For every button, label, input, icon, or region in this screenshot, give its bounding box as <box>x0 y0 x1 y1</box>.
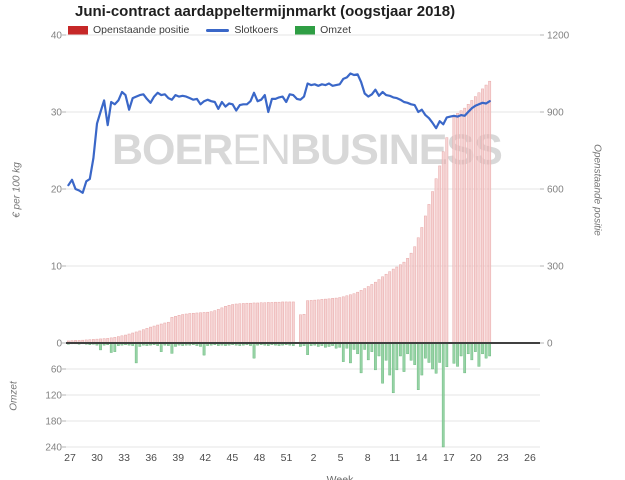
svg-text:51: 51 <box>281 452 293 464</box>
slotkoers-line <box>67 72 491 194</box>
svg-text:180: 180 <box>45 417 62 428</box>
legend-swatch-red <box>68 25 88 35</box>
svg-text:240: 240 <box>45 443 62 454</box>
svg-text:60: 60 <box>51 365 63 376</box>
svg-text:900: 900 <box>547 108 564 119</box>
openstaande-bars <box>67 80 492 344</box>
legend-item-slotkoers[interactable]: Slotkoers <box>206 24 278 36</box>
svg-text:30: 30 <box>51 108 63 119</box>
svg-text:40: 40 <box>51 31 63 42</box>
svg-text:20: 20 <box>51 185 63 196</box>
legend-label: Slotkoers <box>234 24 279 36</box>
svg-text:23: 23 <box>497 452 509 464</box>
x-axis-title: Week <box>326 474 354 480</box>
svg-text:8: 8 <box>365 452 371 464</box>
x-axis-labels: 27 30 33 36 39 42 45 48 51 2 5 8 11 14 17 20 23 26 <box>64 452 536 464</box>
legend: Openstaande positie Slotkoers Omzet <box>68 24 368 36</box>
svg-text:20: 20 <box>470 452 482 464</box>
legend-label: Omzet <box>320 24 352 36</box>
svg-text:11: 11 <box>389 452 400 464</box>
svg-text:1200: 1200 <box>547 31 570 42</box>
right-axis-labels: 0 300 600 900 1200 <box>547 31 570 350</box>
volume-axis-title: Omzet <box>8 381 20 411</box>
svg-text:30: 30 <box>91 452 103 464</box>
svg-text:0: 0 <box>547 339 553 350</box>
chart-title: Juni-contract aardappeltermijnmarkt (oog… <box>75 3 456 20</box>
right-axis-title: Openstaande positie <box>591 144 603 236</box>
svg-text:33: 33 <box>118 452 130 464</box>
svg-text:5: 5 <box>338 452 344 464</box>
svg-text:45: 45 <box>227 452 239 464</box>
legend-item-openstaande-positie[interactable]: Openstaande positie <box>68 24 189 36</box>
svg-text:10: 10 <box>51 262 63 273</box>
svg-text:120: 120 <box>45 391 62 402</box>
legend-swatch-green <box>295 25 316 35</box>
left-axis-labels: 0 10 20 30 40 <box>51 31 63 350</box>
svg-text:0: 0 <box>56 339 62 350</box>
legend-label: Openstaande positie <box>93 24 190 36</box>
svg-text:300: 300 <box>547 262 564 273</box>
svg-text:36: 36 <box>145 452 157 464</box>
svg-text:600: 600 <box>547 185 564 196</box>
volume-axis-labels: 60 120 180 240 <box>45 365 62 454</box>
svg-text:2: 2 <box>311 452 317 464</box>
legend-item-omzet[interactable]: Omzet <box>295 24 351 36</box>
legend-swatch-blue-line <box>206 28 230 32</box>
svg-text:27: 27 <box>64 452 76 464</box>
svg-text:39: 39 <box>172 452 184 464</box>
svg-text:14: 14 <box>416 452 428 464</box>
axis-tick-marks <box>62 34 544 448</box>
left-axis-title: € per 100 kg <box>11 162 23 218</box>
svg-text:48: 48 <box>254 452 266 464</box>
svg-text:26: 26 <box>524 452 536 464</box>
svg-text:42: 42 <box>199 452 211 464</box>
svg-text:17: 17 <box>443 452 455 464</box>
